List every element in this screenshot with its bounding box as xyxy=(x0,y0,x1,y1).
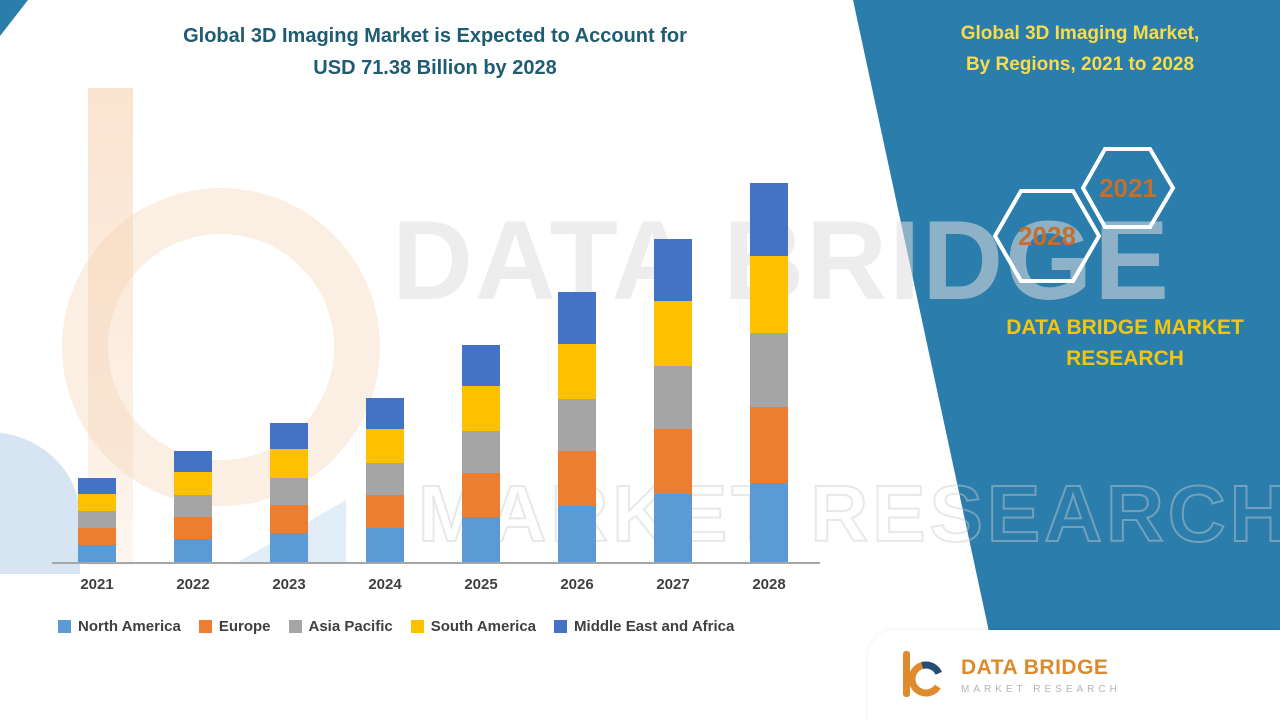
panel-title-line2: By Regions, 2021 to 2028 xyxy=(965,54,1195,75)
bar-segment-north-america xyxy=(366,527,404,563)
bar-segment-middle-east-and-africa xyxy=(750,183,788,257)
stacked-bar-plot xyxy=(55,90,821,563)
x-axis-line xyxy=(52,562,820,564)
bar-segment-asia-pacific xyxy=(174,494,212,517)
bar-segment-south-america xyxy=(654,300,692,367)
bar-segment-europe xyxy=(558,451,596,506)
stacked-bar-2022 xyxy=(174,90,212,563)
legend-item-south-america: South America xyxy=(410,618,537,635)
x-axis-label-2028: 2028 xyxy=(752,576,786,593)
legend-label: South America xyxy=(430,618,537,635)
hexagon-2021 xyxy=(1080,147,1176,229)
top-left-corner-triangle xyxy=(0,0,28,36)
legend-item-north-america: North America xyxy=(58,618,181,635)
chart-title-line1: Global 3D Imaging Market is Expected to … xyxy=(183,25,687,47)
bar-segment-europe xyxy=(78,527,116,545)
x-axis-label-2022: 2022 xyxy=(176,576,210,593)
panel-title-line1: Global 3D Imaging Market, xyxy=(960,23,1200,44)
x-axis-labels: 2021 2022 2023 2024 2025 2026 2027 2028 xyxy=(55,576,821,598)
stacked-bar-2023 xyxy=(270,90,308,563)
x-axis-label-2027: 2027 xyxy=(656,576,690,593)
legend-item-middle-east-and-africa: Middle East and Africa xyxy=(554,618,734,635)
chart-title-line2: USD 71.38 Billion by 2028 xyxy=(313,57,557,79)
bar-segment-middle-east-and-africa xyxy=(462,344,500,387)
bar-segment-middle-east-and-africa xyxy=(654,238,692,301)
bar-segment-south-america xyxy=(366,429,404,463)
x-axis-label-2026: 2026 xyxy=(560,576,594,593)
bar-segment-asia-pacific xyxy=(366,463,404,495)
bar-segment-north-america xyxy=(558,505,596,563)
legend-swatch xyxy=(288,620,302,633)
brand-text-line1: DATA BRIDGE MARKET xyxy=(1006,316,1244,339)
x-axis-label-2023: 2023 xyxy=(272,576,306,593)
bar-segment-europe xyxy=(462,473,500,517)
bar-segment-south-america xyxy=(78,493,116,512)
bar-segment-europe xyxy=(270,505,308,534)
bar-segment-asia-pacific xyxy=(654,366,692,430)
bar-segment-asia-pacific xyxy=(270,477,308,506)
bar-segment-middle-east-and-africa xyxy=(366,398,404,430)
footer-logo-card: DATA BRIDGE MARKET RESEARCH xyxy=(868,630,1280,720)
bar-segment-europe xyxy=(750,406,788,483)
bar-segment-north-america xyxy=(174,539,212,563)
legend-swatch xyxy=(410,620,424,633)
bar-segment-middle-east-and-africa xyxy=(270,422,308,450)
bar-segment-asia-pacific xyxy=(78,511,116,528)
year-hexagons: 2028 2021 xyxy=(992,147,1176,283)
bar-segment-middle-east-and-africa xyxy=(174,450,212,473)
stacked-bar-2024 xyxy=(366,90,404,563)
legend-item-europe: Europe xyxy=(198,618,271,635)
bar-segment-north-america xyxy=(78,544,116,563)
hexagon-2028 xyxy=(992,189,1102,283)
hexagon-2028-label: 2028 xyxy=(1018,221,1076,251)
bar-segment-europe xyxy=(654,429,692,495)
panel-title: Global 3D Imaging Market, By Regions, 20… xyxy=(900,18,1260,80)
bar-segment-asia-pacific xyxy=(750,332,788,407)
x-axis-label-2025: 2025 xyxy=(464,576,498,593)
bar-segment-south-america xyxy=(558,343,596,399)
bar-segment-asia-pacific xyxy=(558,398,596,452)
legend-label: Asia Pacific xyxy=(308,618,393,635)
bar-segment-north-america xyxy=(462,516,500,563)
legend-label: Europe xyxy=(218,618,271,635)
legend-swatch xyxy=(198,620,212,633)
bar-segment-north-america xyxy=(750,482,788,563)
stacked-bar-2026 xyxy=(558,90,596,563)
legend-label: North America xyxy=(78,618,181,635)
stacked-bar-2028 xyxy=(750,90,788,563)
bar-segment-asia-pacific xyxy=(462,430,500,474)
bar-segment-europe xyxy=(174,516,212,540)
bar-segment-south-america xyxy=(462,386,500,431)
legend-swatch xyxy=(554,620,568,633)
chart-legend: North America Europe Asia Pacific South Ame… xyxy=(58,618,734,635)
bar-segment-middle-east-and-africa xyxy=(78,477,116,494)
bar-segment-south-america xyxy=(750,256,788,333)
stacked-bar-2021 xyxy=(78,90,116,563)
brand-text: DATA BRIDGE MARKET RESEARCH xyxy=(965,312,1280,374)
bar-segment-south-america xyxy=(270,449,308,478)
bar-segment-south-america xyxy=(174,472,212,495)
stacked-bar-2025 xyxy=(462,90,500,563)
bar-segment-europe xyxy=(366,494,404,528)
footer-logo-name: DATA BRIDGE xyxy=(961,655,1109,679)
footer-logo-tagline: MARKET RESEARCH xyxy=(961,683,1121,695)
legend-item-asia-pacific: Asia Pacific xyxy=(288,618,393,635)
legend-label: Middle East and Africa xyxy=(574,618,735,635)
bar-segment-middle-east-and-africa xyxy=(558,291,596,344)
bar-segment-north-america xyxy=(654,494,692,563)
legend-swatch xyxy=(58,620,71,633)
x-axis-label-2021: 2021 xyxy=(80,576,114,593)
footer-logo-text: DATA BRIDGE MARKET RESEARCH xyxy=(961,656,1121,695)
chart-title: Global 3D Imaging Market is Expected to … xyxy=(85,20,785,84)
bar-segment-north-america xyxy=(270,533,308,563)
stacked-bar-2027 xyxy=(654,90,692,563)
hexagon-2021-label: 2021 xyxy=(1099,173,1157,203)
data-bridge-logo-icon xyxy=(903,651,944,697)
brand-text-line2: RESEARCH xyxy=(1066,347,1184,370)
x-axis-label-2024: 2024 xyxy=(368,576,402,593)
